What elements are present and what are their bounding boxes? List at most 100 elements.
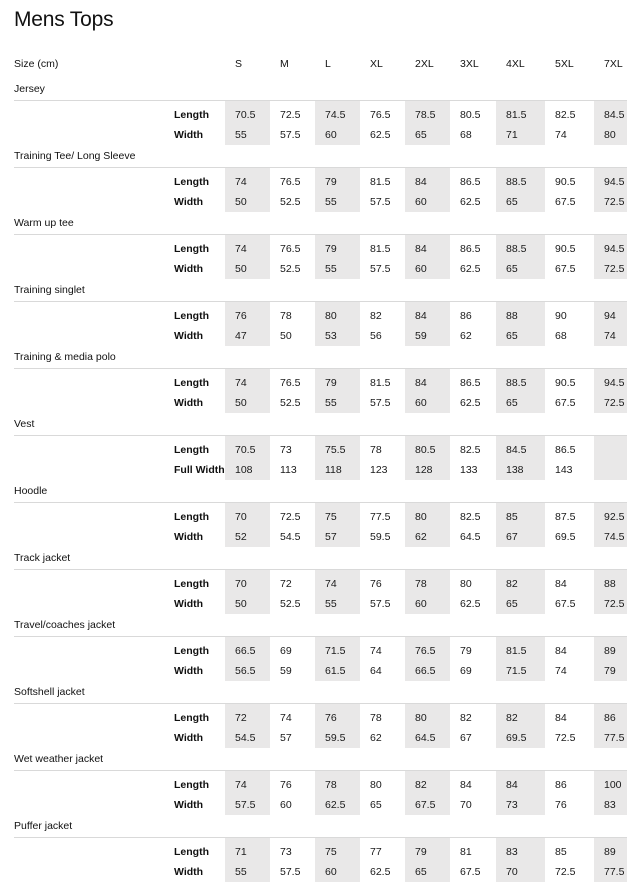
table-row: Length 70 72 74 76 78 80 82 84 88 <box>14 569 627 595</box>
measurement-cell: 81.5 <box>496 636 545 662</box>
measurement-cell: 80 <box>405 502 450 528</box>
category-label: Puffer jacket <box>14 815 627 839</box>
measurement-cell: 56 <box>370 330 382 343</box>
measurement-cell: 123 <box>370 464 388 477</box>
measurement-cell: 70 <box>225 502 270 528</box>
measurement-cell: 74 <box>594 326 627 347</box>
header-size-2xl: 2XL <box>415 58 434 71</box>
measurement-cell: 77.5 <box>594 862 627 882</box>
measurement-cell: 62.5 <box>460 263 481 276</box>
measurement-cell: 76.5 <box>370 108 391 121</box>
row-spacer <box>14 192 160 212</box>
measurement-cell: 80 <box>405 703 450 729</box>
row-spacer <box>14 503 160 528</box>
category-row: Vest <box>14 413 627 437</box>
measurement-cell: 62 <box>405 527 450 548</box>
table-row: Length 70 72.5 75 77.5 80 82.5 85 87.5 92.5 <box>14 502 627 528</box>
row-spacer <box>14 168 160 193</box>
measurement-cell: 84 <box>555 711 567 724</box>
dimension-label: Length <box>174 711 209 724</box>
measurement-cell: 79 <box>315 368 360 394</box>
measurement-cell: 72.5 <box>594 393 627 414</box>
measurement-cell: 74 <box>370 644 382 657</box>
dimension-label: Length <box>174 175 209 188</box>
measurement-cell: 90.5 <box>555 242 576 255</box>
measurement-cell: 80.5 <box>460 108 481 121</box>
measurement-cell: 83 <box>594 795 627 816</box>
measurement-cell: 71 <box>225 837 270 863</box>
measurement-cell: 100 <box>594 770 627 796</box>
measurement-cell: 65 <box>405 125 450 146</box>
measurement-cell: 84 <box>405 234 450 260</box>
size-chart-table: Size (cm) S M L XL 2XL 3XL 4XL 5XL 7XL Jersey Len… <box>14 50 627 882</box>
measurement-cell: 86.5 <box>555 443 576 456</box>
measurement-cell: 90 <box>555 309 567 322</box>
measurement-cell: 78 <box>370 443 382 456</box>
measurement-cell: 72.5 <box>594 594 627 615</box>
measurement-cell: 55 <box>315 259 360 280</box>
measurement-cell: 76.5 <box>280 242 301 255</box>
measurement-cell: 60 <box>405 192 450 213</box>
measurement-cell: 72 <box>280 577 292 590</box>
measurement-cell: 72.5 <box>594 192 627 213</box>
category-label: Training & media polo <box>14 346 627 370</box>
category-row: Jersey <box>14 78 627 102</box>
category-label: Wet weather jacket <box>14 748 627 772</box>
row-spacer <box>14 661 160 681</box>
category-row: Training & media polo <box>14 346 627 370</box>
measurement-cell: 82.5 <box>555 108 576 121</box>
measurement-cell: 52.5 <box>280 598 301 611</box>
measurement-cell: 82 <box>496 569 545 595</box>
header-size-7xl: 7XL <box>604 58 623 71</box>
measurement-cell: 81.5 <box>496 100 545 126</box>
measurement-cell: 60 <box>405 594 450 615</box>
measurement-cell: 72.5 <box>594 259 627 280</box>
measurement-cell: 80 <box>594 125 627 146</box>
measurement-cell: 84 <box>405 368 450 394</box>
measurement-cell: 94.5 <box>594 368 627 394</box>
category-row: Training singlet <box>14 279 627 303</box>
table-row: Width 47 50 53 56 59 62 65 68 74 <box>14 326 627 347</box>
measurement-cell: 67 <box>460 732 472 745</box>
page-title: Mens Tops <box>14 8 114 31</box>
header-size-xl: XL <box>370 58 383 71</box>
measurement-cell: 75 <box>315 837 360 863</box>
measurement-cell: 94 <box>594 301 627 327</box>
measurement-cell: 76.5 <box>280 175 301 188</box>
measurement-cell: 80 <box>460 577 472 590</box>
measurement-cell: 86.5 <box>460 175 481 188</box>
measurement-cell: 57.5 <box>370 263 391 276</box>
measurement-cell: 74 <box>225 234 270 260</box>
row-spacer <box>14 704 160 729</box>
table-row: Width 57.5 60 62.5 65 67.5 70 73 76 83 <box>14 795 627 816</box>
measurement-cell: 62.5 <box>460 598 481 611</box>
row-spacer <box>14 570 160 595</box>
measurement-cell: 55 <box>225 862 270 882</box>
measurement-cell: 87.5 <box>555 510 576 523</box>
row-spacer <box>14 302 160 327</box>
measurement-cell: 55 <box>315 192 360 213</box>
measurement-cell: 79 <box>315 167 360 193</box>
measurement-cell: 75.5 <box>315 435 360 461</box>
table-row: Length 70.5 73 75.5 78 80.5 82.5 84.5 86.5 <box>14 435 627 461</box>
measurement-cell: 88.5 <box>496 234 545 260</box>
measurement-cell: 71.5 <box>496 661 545 682</box>
measurement-cell: 68 <box>555 330 567 343</box>
measurement-cell: 108 <box>225 460 270 481</box>
row-spacer <box>14 460 160 480</box>
measurement-cell: 60 <box>315 862 360 882</box>
table-row: Length 70.5 72.5 74.5 76.5 78.5 80.5 81.5 82.5 84… <box>14 100 627 126</box>
table-row: Length 74 76.5 79 81.5 84 86.5 88.5 90.5 94.5 <box>14 234 627 260</box>
measurement-cell: 81.5 <box>370 376 391 389</box>
measurement-cell: 79 <box>594 661 627 682</box>
measurement-cell: 73 <box>280 845 292 858</box>
dimension-label: Width <box>174 330 204 343</box>
measurement-cell: 133 <box>460 464 478 477</box>
measurement-cell: 82.5 <box>460 510 481 523</box>
measurement-cell: 62.5 <box>315 795 360 816</box>
dimension-label: Length <box>174 510 209 523</box>
category-row: Training Tee/ Long Sleeve <box>14 145 627 169</box>
measurement-cell: 72.5 <box>555 866 576 879</box>
measurement-cell: 52.5 <box>280 397 301 410</box>
measurement-cell: 138 <box>496 460 545 481</box>
